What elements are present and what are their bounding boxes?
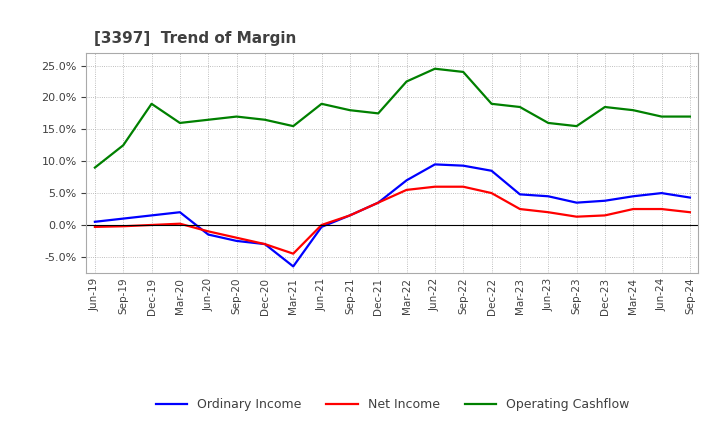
- Net Income: [544, 209, 552, 215]
- Ordinary Income: [657, 191, 666, 196]
- Line: Operating Cashflow: Operating Cashflow: [95, 69, 690, 168]
- Operating Cashflow: [289, 124, 297, 129]
- Ordinary Income: [685, 195, 694, 200]
- Ordinary Income: [487, 168, 496, 173]
- Operating Cashflow: [459, 69, 467, 74]
- Net Income: [572, 214, 581, 219]
- Ordinary Income: [119, 216, 127, 221]
- Net Income: [346, 213, 354, 218]
- Operating Cashflow: [318, 101, 326, 106]
- Net Income: [487, 191, 496, 196]
- Operating Cashflow: [572, 124, 581, 129]
- Operating Cashflow: [346, 107, 354, 113]
- Net Income: [91, 224, 99, 230]
- Ordinary Income: [459, 163, 467, 169]
- Line: Net Income: Net Income: [95, 187, 690, 254]
- Ordinary Income: [233, 238, 241, 244]
- Net Income: [318, 222, 326, 227]
- Net Income: [516, 206, 524, 212]
- Operating Cashflow: [600, 104, 609, 110]
- Net Income: [148, 222, 156, 227]
- Operating Cashflow: [261, 117, 269, 122]
- Operating Cashflow: [176, 120, 184, 125]
- Ordinary Income: [346, 213, 354, 218]
- Ordinary Income: [629, 194, 637, 199]
- Net Income: [119, 224, 127, 229]
- Operating Cashflow: [233, 114, 241, 119]
- Ordinary Income: [600, 198, 609, 203]
- Net Income: [600, 213, 609, 218]
- Operating Cashflow: [544, 120, 552, 125]
- Net Income: [629, 206, 637, 212]
- Ordinary Income: [148, 213, 156, 218]
- Ordinary Income: [91, 219, 99, 224]
- Operating Cashflow: [148, 101, 156, 106]
- Operating Cashflow: [374, 111, 382, 116]
- Net Income: [289, 251, 297, 257]
- Net Income: [402, 187, 411, 193]
- Net Income: [233, 235, 241, 240]
- Net Income: [176, 221, 184, 226]
- Operating Cashflow: [204, 117, 212, 122]
- Operating Cashflow: [91, 165, 99, 170]
- Ordinary Income: [261, 242, 269, 247]
- Ordinary Income: [318, 224, 326, 230]
- Operating Cashflow: [685, 114, 694, 119]
- Net Income: [374, 200, 382, 205]
- Line: Ordinary Income: Ordinary Income: [95, 165, 690, 267]
- Ordinary Income: [516, 192, 524, 197]
- Operating Cashflow: [119, 143, 127, 148]
- Ordinary Income: [176, 209, 184, 215]
- Net Income: [459, 184, 467, 189]
- Ordinary Income: [544, 194, 552, 199]
- Ordinary Income: [204, 232, 212, 237]
- Operating Cashflow: [431, 66, 439, 71]
- Operating Cashflow: [629, 107, 637, 113]
- Net Income: [685, 209, 694, 215]
- Operating Cashflow: [402, 79, 411, 84]
- Ordinary Income: [572, 200, 581, 205]
- Ordinary Income: [402, 178, 411, 183]
- Ordinary Income: [374, 200, 382, 205]
- Ordinary Income: [289, 264, 297, 269]
- Net Income: [261, 242, 269, 247]
- Net Income: [204, 229, 212, 234]
- Text: [3397]  Trend of Margin: [3397] Trend of Margin: [94, 31, 296, 46]
- Operating Cashflow: [657, 114, 666, 119]
- Legend: Ordinary Income, Net Income, Operating Cashflow: Ordinary Income, Net Income, Operating C…: [150, 393, 634, 416]
- Operating Cashflow: [516, 104, 524, 110]
- Net Income: [657, 206, 666, 212]
- Ordinary Income: [431, 162, 439, 167]
- Net Income: [431, 184, 439, 189]
- Operating Cashflow: [487, 101, 496, 106]
